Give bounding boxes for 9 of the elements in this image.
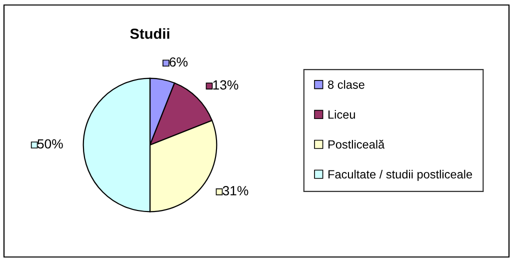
legend-label: Facultate / studii postliceale (328, 170, 472, 181)
data-label: 6% (170, 57, 188, 67)
legend-label: Postliceală (328, 140, 385, 149)
data-label: 31% (222, 186, 248, 196)
data-label: 13% (213, 80, 238, 90)
legend-label: 8 clase (328, 80, 364, 89)
data-label: 50% (37, 139, 63, 149)
legend-label: Liceu (328, 110, 355, 119)
chart-title: Studii (130, 28, 170, 39)
